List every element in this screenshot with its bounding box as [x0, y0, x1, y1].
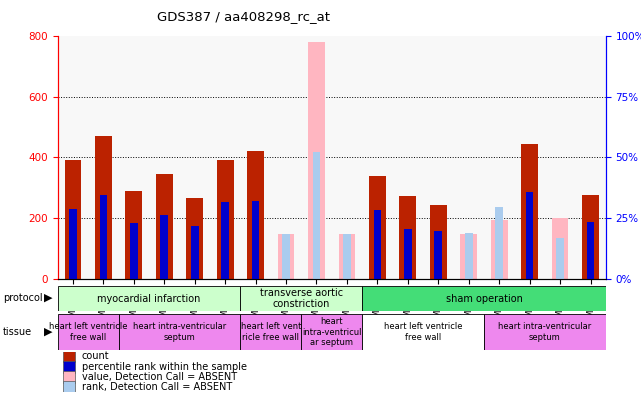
- Bar: [65, 160, 81, 279]
- Text: percentile rank within the sample: percentile rank within the sample: [82, 362, 247, 372]
- Bar: [252, 201, 260, 279]
- Text: sham operation: sham operation: [445, 293, 522, 304]
- Bar: [552, 218, 569, 279]
- Bar: [362, 314, 484, 350]
- Bar: [404, 229, 412, 279]
- Bar: [308, 42, 325, 279]
- Bar: [130, 223, 138, 279]
- Bar: [63, 361, 76, 373]
- Bar: [221, 202, 229, 279]
- Bar: [582, 196, 599, 279]
- Bar: [240, 286, 362, 311]
- Bar: [58, 286, 240, 311]
- Bar: [63, 350, 76, 362]
- Text: transverse aortic
constriction: transverse aortic constriction: [260, 288, 343, 309]
- Text: GDS387 / aa408298_rc_at: GDS387 / aa408298_rc_at: [157, 10, 330, 23]
- Text: value, Detection Call = ABSENT: value, Detection Call = ABSENT: [82, 372, 237, 382]
- Bar: [95, 136, 112, 279]
- Bar: [99, 196, 107, 279]
- Text: heart intra-ventricular
septum: heart intra-ventricular septum: [498, 322, 592, 342]
- Bar: [484, 314, 606, 350]
- Bar: [465, 233, 472, 279]
- Bar: [338, 234, 355, 279]
- Bar: [399, 196, 416, 279]
- Bar: [587, 222, 594, 279]
- Bar: [435, 231, 442, 279]
- Bar: [369, 176, 386, 279]
- Bar: [491, 220, 508, 279]
- Bar: [301, 314, 362, 350]
- Text: rank, Detection Call = ABSENT: rank, Detection Call = ABSENT: [82, 382, 232, 392]
- Bar: [282, 234, 290, 279]
- Bar: [343, 234, 351, 279]
- Bar: [495, 207, 503, 279]
- Bar: [217, 160, 233, 279]
- Bar: [240, 314, 301, 350]
- Text: heart intra-ventricular
septum: heart intra-ventricular septum: [133, 322, 226, 342]
- Text: tissue: tissue: [3, 327, 32, 337]
- Bar: [362, 286, 606, 311]
- Bar: [69, 209, 77, 279]
- Bar: [313, 152, 320, 279]
- Bar: [187, 198, 203, 279]
- Bar: [460, 234, 477, 279]
- Text: heart
intra-ventricul
ar septum: heart intra-ventricul ar septum: [302, 317, 362, 347]
- Bar: [156, 174, 172, 279]
- Text: ▶: ▶: [44, 327, 52, 337]
- Bar: [160, 215, 168, 279]
- Text: heart left vent
ricle free wall: heart left vent ricle free wall: [240, 322, 301, 342]
- Bar: [63, 381, 76, 393]
- Text: myocardial infarction: myocardial infarction: [97, 293, 201, 304]
- Text: ▶: ▶: [44, 293, 52, 303]
- Bar: [556, 238, 564, 279]
- Bar: [191, 226, 199, 279]
- Text: heart left ventricle
free wall: heart left ventricle free wall: [384, 322, 462, 342]
- Bar: [521, 144, 538, 279]
- Bar: [526, 192, 533, 279]
- Text: heart left ventricle
free wall: heart left ventricle free wall: [49, 322, 128, 342]
- Bar: [119, 314, 240, 350]
- Bar: [247, 151, 264, 279]
- Text: protocol: protocol: [3, 293, 43, 303]
- Bar: [430, 205, 447, 279]
- Bar: [278, 234, 294, 279]
- Bar: [126, 191, 142, 279]
- Bar: [58, 314, 119, 350]
- Bar: [63, 371, 76, 383]
- Bar: [374, 210, 381, 279]
- Text: count: count: [82, 351, 110, 362]
